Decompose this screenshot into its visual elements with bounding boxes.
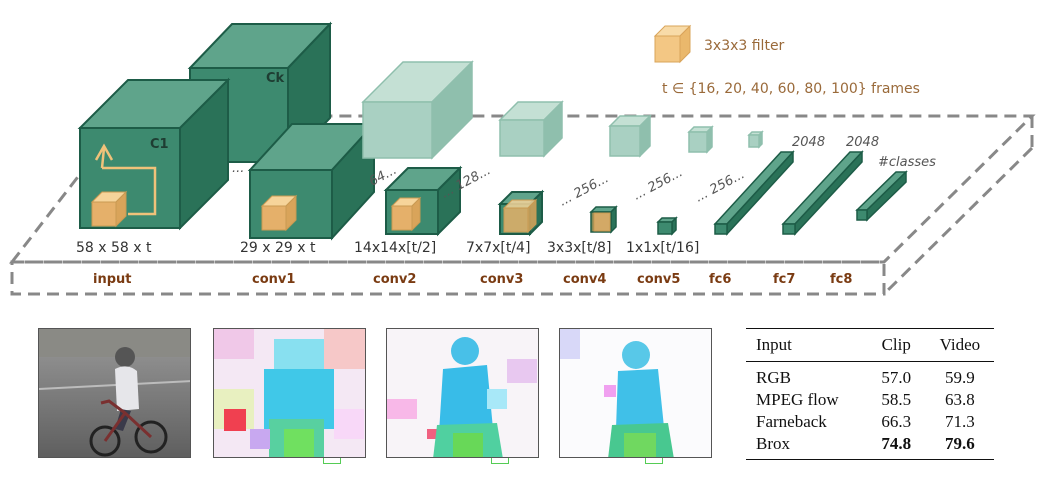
- conv2-cube-top: [361, 60, 474, 160]
- row-clip: 58.5: [881, 390, 912, 409]
- filter-cube-conv1: [260, 194, 298, 232]
- layer-conv3: conv3: [480, 272, 523, 287]
- brox-flow-image: [559, 328, 712, 458]
- rgb-frame-image: [38, 328, 191, 458]
- channel-256-a: ... 256...: [557, 171, 612, 209]
- channel-256-b: ... 256...: [631, 165, 686, 203]
- platform-front-face: [10, 260, 886, 296]
- network-diagram: Ck C1 ... 64...: [8, 21, 1036, 296]
- fc8-channels: #classes: [878, 155, 936, 170]
- table-row: Brox 74.8 79.6: [746, 433, 994, 460]
- layer-fc8: fc8: [830, 272, 852, 287]
- row-input: Farneback: [756, 412, 827, 431]
- table-row: RGB 57.0 59.9: [746, 362, 994, 390]
- motion-arrow-stem: [100, 147, 106, 169]
- conv3-cube-top: [498, 100, 564, 158]
- motion-arrow: [102, 166, 157, 216]
- layer-conv2: conv2: [373, 272, 416, 287]
- row-input: Brox: [746, 433, 867, 460]
- row-video: 63.8: [945, 390, 975, 409]
- brox-flow-marker: [645, 458, 663, 464]
- filter-cube-conv4: [593, 212, 611, 232]
- header-clip: Clip: [866, 328, 924, 362]
- fc6-cube-top: [747, 130, 764, 149]
- mpeg-flow-marker: [323, 458, 341, 464]
- layer-input: input: [93, 272, 132, 287]
- conv5-cube-top: [687, 125, 714, 154]
- conv5-cube-bottom: [656, 216, 678, 236]
- fc6-bar: [713, 150, 795, 236]
- farneback-flow-image: [386, 328, 539, 458]
- size-conv4: 3x3x[t/8]: [547, 240, 611, 256]
- row-video: 59.9: [945, 368, 975, 387]
- results-table: Input Clip Video RGB 57.0 59.9 MPEG flow…: [746, 328, 994, 460]
- c1-label: C1: [150, 137, 169, 152]
- legend-filter-icon: [653, 24, 692, 64]
- layer-fc6: fc6: [709, 272, 731, 287]
- size-conv5: 1x1x[t/16]: [626, 240, 699, 256]
- layer-conv5: conv5: [637, 272, 680, 287]
- row-video: 71.3: [945, 412, 975, 431]
- size-conv3: 7x7x[t/4]: [466, 240, 530, 256]
- layer-conv1: conv1: [252, 272, 295, 287]
- row-input: MPEG flow: [756, 390, 839, 409]
- row-clip: 57.0: [881, 368, 912, 387]
- motion-arrowhead: [94, 143, 114, 161]
- size-input: 58 x 58 x t: [76, 240, 152, 256]
- row-video: 79.6: [923, 433, 994, 460]
- table-row: MPEG flow 58.5 63.8: [746, 389, 994, 411]
- platform-edge-corner: [882, 146, 1034, 296]
- conv4-cube-top: [608, 114, 652, 158]
- filter-cube-conv3: [502, 198, 538, 234]
- filter-cube-conv2: [390, 196, 422, 232]
- ck-label: Ck: [266, 71, 285, 86]
- channel-ellipsis-conv1: ...: [232, 161, 244, 176]
- c1-cube: [77, 77, 231, 231]
- row-clip: 74.8: [866, 433, 924, 460]
- fc8-bar: [855, 170, 908, 222]
- legend-t-label: t ∈ {16, 20, 40, 60, 80, 100} frames: [662, 81, 920, 97]
- mpeg-flow-image: [213, 328, 366, 458]
- layer-conv4: conv4: [563, 272, 606, 287]
- size-conv2: 14x14x[t/2]: [354, 240, 436, 256]
- fc6-channels: 2048: [792, 135, 825, 150]
- legend-filter-label: 3x3x3 filter: [704, 38, 785, 54]
- fc7-channels: 2048: [846, 135, 879, 150]
- header-video: Video: [923, 328, 994, 362]
- filter-cube-input: [90, 190, 128, 228]
- size-conv1: 29 x 29 x t: [240, 240, 316, 256]
- layer-fc7: fc7: [773, 272, 795, 287]
- farneback-flow-marker: [491, 458, 509, 464]
- row-input: RGB: [756, 368, 791, 387]
- fc7-bar: [781, 150, 864, 236]
- table-row: Farneback 66.3 71.3: [746, 411, 994, 433]
- row-clip: 66.3: [881, 412, 912, 431]
- table-header-row: Input Clip Video: [746, 328, 994, 362]
- header-input: Input: [746, 328, 867, 362]
